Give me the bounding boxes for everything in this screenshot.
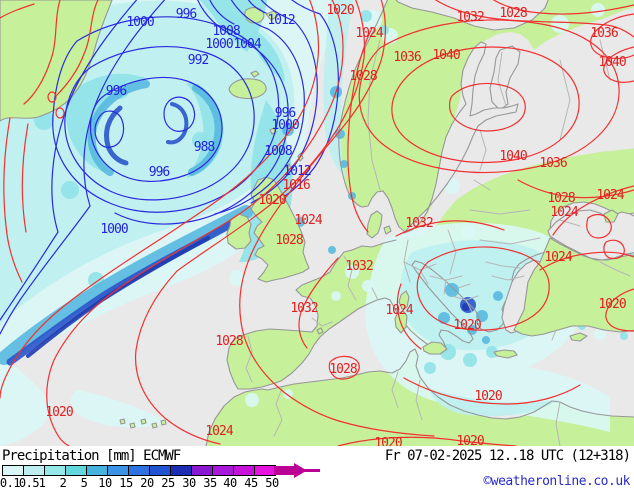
scale-tick-label: 10 [98,476,112,490]
scale-boxes [2,465,276,476]
isobar-label: 1032 [290,301,317,316]
isobar-label: 1000 [126,15,153,30]
coastline-layer [0,0,634,446]
map-title: Precipitation [mm] ECMWF [2,448,181,464]
isobar-label: 1000 [271,118,298,133]
isobar-label: 1040 [499,149,526,164]
scale-arrow-icon [274,463,320,478]
isobar-label: 1012 [283,164,310,179]
scale-box [212,465,234,476]
country-border-layer [245,39,631,446]
map-area: 1000 996 1008 1000 1004 992 1012 996 996 1000 988 1… [0,0,634,446]
isobar-label: 1036 [393,50,420,65]
map-footer: Precipitation [mm] ECMWF Fr 07-02-2025 1… [0,446,634,490]
forecast-datetime: Fr 07-02-2025 12..18 UTC (12+318) [384,448,631,464]
isobar-label: 1028 [547,191,574,206]
scale-box [23,465,45,476]
isobar-label: 1028 [329,362,356,377]
isobar-label: 1024 [385,303,413,318]
scale-box [149,465,171,476]
isobar-label: 1028 [215,334,242,349]
isobar-label: 1020 [598,297,625,312]
isobar-label: 1000 [100,222,127,237]
isobar-label: 1032 [345,259,372,274]
isobar-label: 1028 [499,6,526,21]
isobar-label: 1024 [596,188,624,203]
scale-tick-label: 40 [223,476,237,490]
isobar-label: 1028 [275,233,302,248]
isobar-label: 996 [149,165,170,180]
isobar-label: 996 [176,7,197,22]
scale-box [233,465,255,476]
scale-box [170,465,192,476]
scale-box [107,465,129,476]
scale-box [128,465,150,476]
scale-tick-label: 20 [140,476,154,490]
isobar-high-layer [0,0,634,446]
scale-tick-label: 25 [161,476,175,490]
scale-tick-label: 0.1 [0,476,21,490]
scale-tick-label: 15 [119,476,133,490]
isobar-label: 1012 [267,13,294,28]
copyright-link[interactable]: ©weatheronline.co.uk [483,474,630,489]
scale-tick-label: 50 [265,476,279,490]
isobar-label: 1008 [212,24,239,39]
isobar-label: 1032 [456,10,483,25]
isobar-label: 1036 [590,26,617,41]
isobar-label: 1020 [456,434,483,446]
isobar-label: 1040 [598,55,625,70]
scale-box [254,465,276,476]
isobar-label: 1032 [405,216,432,231]
precip-color-scale: 0.1 0.5 1 2 5 10 15 20 25 30 35 40 45 50 [0,463,340,490]
isobar-label: 1024 [205,424,233,439]
isobar-label: 1004 [233,37,261,52]
isobar-label: 1020 [453,318,480,333]
isobar-label: 1020 [258,193,285,208]
isobar-label: 1024 [550,205,578,220]
isobar-label: 1020 [374,436,401,446]
scale-tick-label: 0.5 [18,476,40,490]
scale-box [44,465,66,476]
isobar-label: 1008 [264,144,291,159]
scale-box [86,465,108,476]
isobar-label: 996 [106,84,127,99]
isobar-label: 1040 [432,48,459,63]
isobar-label: 1016 [282,178,309,193]
scale-tick-label: 1 [38,476,46,490]
scale-box [2,465,24,476]
isobar-label: 992 [188,53,209,68]
isobar-low-layer [0,0,339,335]
isobar-label: 1020 [45,405,72,420]
scale-tick-label: 35 [203,476,217,490]
isobar-label: 1028 [349,69,376,84]
isobar-label: 1024 [355,26,383,41]
scale-box [191,465,213,476]
isobar-label: 1020 [326,3,353,18]
scale-tick-label: 45 [244,476,258,490]
isobar-label: 1024 [294,213,322,228]
isobar-label: 996 [275,106,296,121]
scale-tick-label: 2 [59,476,67,490]
scale-box [65,465,87,476]
isobar-label: 1036 [539,156,566,171]
scale-tick-labels: 0.1 0.5 1 2 5 10 15 20 25 30 35 40 45 50 [0,476,340,490]
scale-tick-label: 5 [80,476,88,490]
isobar-label: 988 [194,140,215,155]
isobar-label: 1000 [205,37,232,52]
scale-tick-label: 30 [182,476,196,490]
isobar-label: 1020 [474,389,501,404]
isobar-label: 1024 [544,250,572,265]
